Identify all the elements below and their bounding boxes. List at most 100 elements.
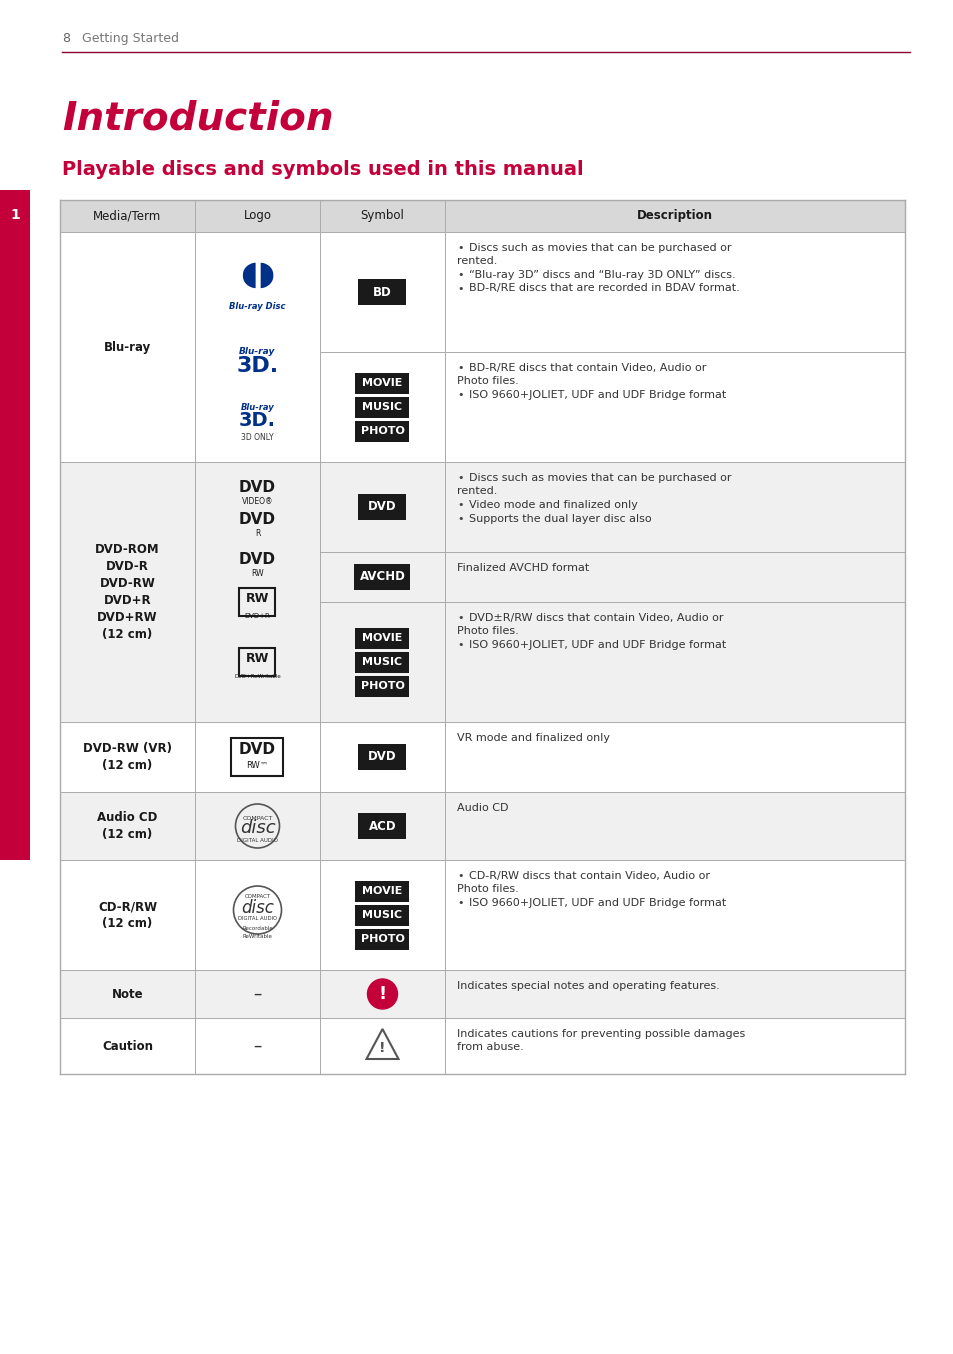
Text: RW: RW — [246, 592, 269, 604]
Text: MOVIE: MOVIE — [362, 634, 402, 643]
Text: BD: BD — [373, 286, 392, 298]
Text: •: • — [456, 613, 463, 623]
Text: Supports the dual layer disc also: Supports the dual layer disc also — [469, 513, 651, 524]
Bar — [60, 1018, 904, 1074]
Text: DVD: DVD — [239, 479, 275, 494]
Circle shape — [367, 979, 397, 1009]
Text: –: – — [253, 1037, 261, 1055]
Text: Photo files.: Photo files. — [456, 376, 518, 386]
Text: Video mode and finalized only: Video mode and finalized only — [469, 500, 638, 510]
Text: rented.: rented. — [456, 256, 497, 267]
Text: DVD: DVD — [239, 742, 275, 757]
Text: Introduction: Introduction — [62, 100, 334, 138]
Text: 3D ONLY: 3D ONLY — [241, 432, 274, 441]
Text: Audio CD
(12 cm): Audio CD (12 cm) — [97, 811, 157, 841]
Text: MOVIE: MOVIE — [362, 886, 402, 896]
Text: PHOTO: PHOTO — [360, 427, 404, 436]
Text: Blu-ray: Blu-ray — [240, 402, 274, 412]
Bar — [60, 969, 904, 1018]
Text: DVD-RW (VR)
(12 cm): DVD-RW (VR) (12 cm) — [83, 742, 172, 772]
Text: DVD-ROM
DVD-R
DVD-RW
DVD+R
DVD+RW
(12 cm): DVD-ROM DVD-R DVD-RW DVD+R DVD+RW (12 cm… — [95, 543, 160, 640]
Bar — [358, 279, 406, 305]
Bar — [60, 722, 904, 792]
Bar — [60, 200, 904, 232]
Bar — [355, 397, 409, 417]
Bar — [60, 792, 904, 860]
Bar — [355, 929, 409, 949]
Text: Getting Started: Getting Started — [10, 542, 20, 617]
Text: BD-R/RE discs that contain Video, Audio or: BD-R/RE discs that contain Video, Audio … — [469, 363, 705, 372]
Text: •: • — [456, 473, 463, 483]
Text: •: • — [456, 871, 463, 881]
Text: ISO 9660+JOLIET, UDF and UDF Bridge format: ISO 9660+JOLIET, UDF and UDF Bridge form… — [469, 898, 725, 909]
Text: MUSIC: MUSIC — [362, 657, 402, 668]
Bar — [358, 494, 406, 520]
Text: Indicates cautions for preventing possible damages: Indicates cautions for preventing possib… — [456, 1029, 744, 1039]
Text: ACD: ACD — [368, 819, 395, 833]
Text: MOVIE: MOVIE — [362, 378, 402, 389]
Text: •: • — [456, 500, 463, 510]
Text: BD-R/RE discs that are recorded in BDAV format.: BD-R/RE discs that are recorded in BDAV … — [469, 283, 739, 294]
Text: •: • — [456, 898, 463, 909]
Text: •: • — [456, 363, 463, 372]
Bar — [355, 676, 409, 696]
Text: Note: Note — [112, 987, 143, 1001]
Text: “Blu-ray 3D” discs and “Blu-ray 3D ONLY” discs.: “Blu-ray 3D” discs and “Blu-ray 3D ONLY”… — [469, 269, 735, 280]
Text: COMPACT: COMPACT — [242, 815, 273, 821]
Text: •: • — [456, 390, 463, 399]
Text: Discs such as movies that can be purchased or: Discs such as movies that can be purchas… — [469, 242, 731, 253]
Bar — [355, 880, 409, 902]
Text: PHOTO: PHOTO — [360, 681, 404, 691]
Text: Photo files.: Photo files. — [456, 627, 518, 636]
Text: DVD+ReWritable: DVD+ReWritable — [233, 673, 280, 678]
Bar — [358, 812, 406, 839]
Bar — [60, 232, 904, 462]
Text: !: ! — [379, 1041, 385, 1055]
Text: DVD: DVD — [368, 501, 396, 513]
Text: ISO 9660+JOLIET, UDF and UDF Bridge format: ISO 9660+JOLIET, UDF and UDF Bridge form… — [469, 640, 725, 650]
Text: 3D.: 3D. — [239, 412, 275, 431]
Text: Media/Term: Media/Term — [93, 210, 161, 222]
Bar — [355, 421, 409, 441]
Bar — [232, 738, 283, 776]
Text: ReWritable: ReWritable — [242, 934, 273, 940]
Bar — [355, 627, 409, 649]
Bar — [239, 588, 275, 616]
Bar — [355, 565, 410, 590]
Text: •: • — [456, 269, 463, 280]
Text: Finalized AVCHD format: Finalized AVCHD format — [456, 563, 589, 573]
Text: MUSIC: MUSIC — [362, 910, 402, 919]
Text: RW: RW — [246, 651, 269, 665]
Text: DVD: DVD — [368, 750, 396, 764]
Text: Blu-ray Disc: Blu-ray Disc — [229, 302, 286, 311]
Text: •: • — [456, 640, 463, 650]
Text: AVCHD: AVCHD — [359, 570, 405, 584]
Text: Indicates special notes and operating features.: Indicates special notes and operating fe… — [456, 982, 719, 991]
Bar — [239, 649, 275, 676]
Text: Discs such as movies that can be purchased or: Discs such as movies that can be purchas… — [469, 473, 731, 483]
Text: rented.: rented. — [456, 486, 497, 497]
Text: VIDEO®: VIDEO® — [241, 497, 273, 505]
Text: Playable discs and symbols used in this manual: Playable discs and symbols used in this … — [62, 160, 583, 179]
Bar — [60, 860, 904, 969]
Text: Description: Description — [637, 210, 712, 222]
Text: Caution: Caution — [102, 1040, 152, 1052]
Text: RW™: RW™ — [246, 761, 269, 770]
Text: DVD: DVD — [239, 552, 275, 567]
Text: Blu-ray: Blu-ray — [104, 340, 151, 353]
Text: Audio CD: Audio CD — [456, 803, 508, 812]
Text: •: • — [456, 283, 463, 294]
Text: 1: 1 — [10, 209, 20, 222]
Text: disc: disc — [241, 899, 274, 917]
Text: Blu-ray: Blu-ray — [239, 348, 275, 356]
Text: DVD+R: DVD+R — [244, 613, 270, 619]
Text: COMPACT: COMPACT — [244, 895, 271, 899]
Text: Getting Started: Getting Started — [82, 32, 179, 45]
Text: •: • — [456, 242, 463, 253]
Text: !: ! — [378, 984, 386, 1003]
Bar — [355, 651, 409, 673]
Bar — [358, 743, 406, 770]
Text: PHOTO: PHOTO — [360, 934, 404, 944]
Text: disc: disc — [239, 819, 275, 837]
Text: R: R — [254, 528, 260, 538]
